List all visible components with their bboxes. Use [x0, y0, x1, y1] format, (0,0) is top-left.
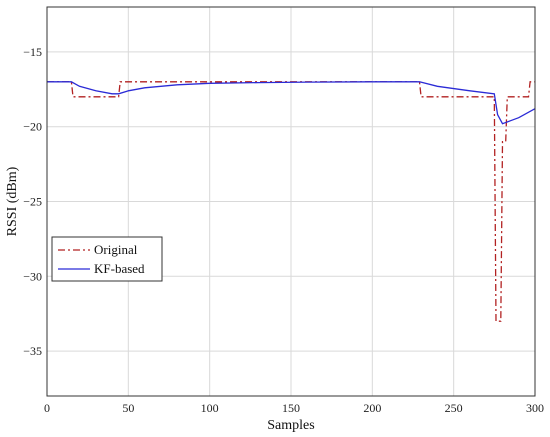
plot-frame: [46, 6, 536, 397]
x-tick-labels: 0 50 100 150 200 250 300: [44, 401, 544, 415]
y-tick-label: −35: [23, 344, 42, 358]
y-tick-labels: −15 −20 −25 −30 −35: [23, 45, 42, 358]
x-tick-label: 200: [363, 401, 381, 415]
x-tick-label: 0: [44, 401, 50, 415]
y-axis-label: RSSI (dBm): [5, 166, 20, 236]
series-group: [47, 81, 536, 322]
grid-lines: [46, 7, 536, 396]
y-tick-label: −15: [23, 45, 42, 59]
legend-label-original: Original: [94, 242, 138, 257]
x-tick-label: 150: [282, 401, 300, 415]
series-line-original: [47, 81, 535, 322]
y-tick-label: −25: [23, 195, 42, 209]
series-line-kf-based: [47, 81, 536, 125]
legend: Original KF-based: [51, 236, 163, 282]
x-axis-label: Samples: [267, 418, 314, 433]
x-tick-label: 300: [526, 401, 544, 415]
y-tick-label: −30: [23, 269, 42, 283]
x-tick-label: 250: [445, 401, 463, 415]
x-tick-label: 100: [201, 401, 219, 415]
x-tick-label: 50: [122, 401, 134, 415]
legend-label-kf-based: KF-based: [94, 261, 145, 276]
y-tick-label: −20: [23, 120, 42, 134]
legend-box: [51, 236, 163, 282]
